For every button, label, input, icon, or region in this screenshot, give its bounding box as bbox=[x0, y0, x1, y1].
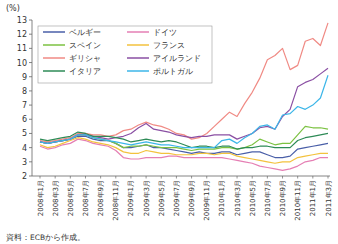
x-axis bbox=[32, 176, 330, 177]
y-tick-label: 5 bbox=[22, 129, 27, 138]
x-tick bbox=[146, 176, 147, 179]
legend-label: イタリア bbox=[69, 67, 101, 76]
x-tick-label: 2011年1月 bbox=[309, 180, 317, 216]
x-tick bbox=[267, 176, 268, 179]
x-tick bbox=[312, 176, 313, 179]
y-tick bbox=[29, 105, 32, 106]
x-tick-label: 2010年11月 bbox=[294, 180, 302, 221]
y-tick-label: 2 bbox=[22, 172, 27, 181]
y-tick-label: 10 bbox=[17, 59, 27, 68]
x-tick bbox=[176, 176, 177, 179]
x-tick-label: 2010年3月 bbox=[234, 180, 242, 216]
legend-swatch bbox=[127, 57, 149, 59]
legend-swatch bbox=[43, 70, 65, 72]
y-tick-label: 9 bbox=[22, 73, 27, 82]
y-tick-label: 7 bbox=[22, 101, 27, 110]
x-tick bbox=[237, 176, 238, 179]
x-tick-label: 2011年3月 bbox=[325, 180, 333, 216]
x-tick bbox=[191, 176, 192, 179]
y-tick bbox=[29, 90, 32, 91]
legend-box bbox=[38, 26, 212, 83]
x-tick-label: 2008年5月 bbox=[67, 180, 75, 216]
y-axis bbox=[32, 20, 33, 176]
x-tick-label: 2008年1月 bbox=[37, 180, 45, 216]
chart: (%) 2 3 4 5 6 7 8 9 10 11 12 13 2008年1月 2008年3月 2008年5月… bbox=[0, 0, 338, 244]
y-tick bbox=[29, 147, 32, 148]
x-tick bbox=[282, 176, 283, 179]
y-tick-label: 12 bbox=[17, 30, 27, 39]
series-line bbox=[40, 138, 328, 164]
x-tick-label: 2010年7月 bbox=[264, 180, 272, 216]
x-tick bbox=[328, 176, 329, 179]
legend-label: アイルランド bbox=[153, 54, 201, 63]
x-tick bbox=[100, 176, 101, 179]
x-tick bbox=[115, 176, 116, 179]
x-tick bbox=[55, 176, 56, 179]
y-tick-label: 11 bbox=[17, 44, 27, 53]
y-tick bbox=[29, 48, 32, 49]
y-tick bbox=[29, 161, 32, 162]
source: 資料：ECBから作成。 bbox=[6, 233, 85, 242]
x-tick bbox=[85, 176, 86, 179]
x-tick-label: 2010年1月 bbox=[218, 180, 226, 216]
legend-label: フランス bbox=[153, 41, 185, 50]
y-label: (%) bbox=[6, 4, 20, 13]
y-tick bbox=[29, 176, 32, 177]
legend-label: ベルギー bbox=[69, 28, 101, 37]
legend-swatch bbox=[127, 70, 149, 72]
legend-swatch bbox=[127, 31, 149, 33]
x-tick bbox=[130, 176, 131, 179]
legend-swatch bbox=[127, 44, 149, 46]
x-tick-label: 2008年9月 bbox=[97, 180, 105, 216]
legend-swatch bbox=[43, 57, 65, 59]
x-tick-label: 2009年7月 bbox=[173, 180, 181, 216]
plot-lines bbox=[40, 23, 328, 170]
x-tick bbox=[70, 176, 71, 179]
x-tick bbox=[252, 176, 253, 179]
legend-swatch bbox=[43, 44, 65, 46]
x-tick-label: 2009年5月 bbox=[158, 180, 166, 216]
x-tick-label: 2009年11月 bbox=[203, 180, 211, 221]
y-tick-label: 13 bbox=[17, 16, 27, 25]
x-tick-label: 2009年3月 bbox=[143, 180, 151, 216]
y-tick-label: 8 bbox=[22, 87, 27, 96]
x-tick bbox=[161, 176, 162, 179]
x-tick-label: 2009年1月 bbox=[127, 180, 135, 216]
x-tick-label: 2010年5月 bbox=[249, 180, 257, 216]
legend: ベルギー ドイツスペイン フランスギリシャ アイルランドイタリア ポルトガル bbox=[38, 26, 212, 83]
x-tick-label: 2008年3月 bbox=[52, 180, 60, 216]
legend-label: ポルトガル bbox=[153, 67, 193, 76]
x-tick bbox=[40, 176, 41, 179]
series-line bbox=[40, 75, 328, 147]
x-tick-label: 2010年9月 bbox=[279, 180, 287, 216]
y-tick bbox=[29, 133, 32, 134]
y-tick bbox=[29, 62, 32, 63]
x-tick bbox=[297, 176, 298, 179]
x-tick-label: 2008年11月 bbox=[112, 180, 120, 221]
x-tick bbox=[221, 176, 222, 179]
y-tick-label: 3 bbox=[22, 158, 27, 167]
y-tick-label: 4 bbox=[22, 144, 27, 153]
y-tick bbox=[29, 20, 32, 21]
y-tick bbox=[29, 76, 32, 77]
y-tick-label: 6 bbox=[22, 115, 27, 124]
legend-swatch bbox=[43, 31, 65, 33]
y-tick bbox=[29, 119, 32, 120]
legend-label: スペイン bbox=[69, 41, 101, 50]
legend-label: ギリシャ bbox=[69, 54, 101, 63]
y-tick bbox=[29, 34, 32, 35]
x-tick bbox=[206, 176, 207, 179]
x-tick-label: 2009年9月 bbox=[188, 180, 196, 216]
legend-label: ドイツ bbox=[153, 28, 177, 37]
x-tick-label: 2008年7月 bbox=[82, 180, 90, 216]
